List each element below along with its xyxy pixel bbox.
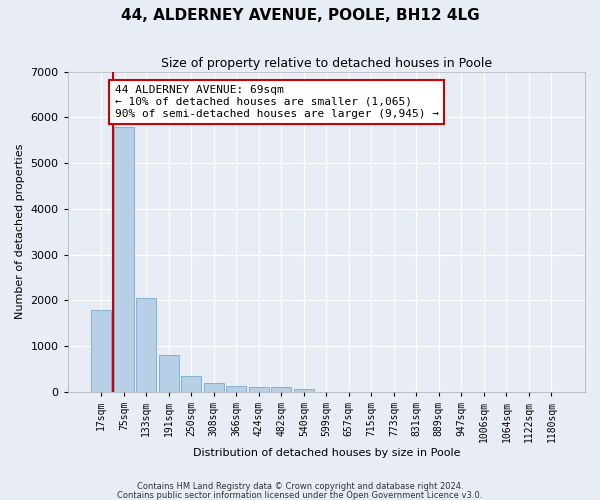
Text: 44, ALDERNEY AVENUE, POOLE, BH12 4LG: 44, ALDERNEY AVENUE, POOLE, BH12 4LG	[121, 8, 479, 22]
Bar	[91, 310, 112, 392]
Text: 44 ALDERNEY AVENUE: 69sqm
← 10% of detached houses are smaller (1,065)
90% of se: 44 ALDERNEY AVENUE: 69sqm ← 10% of detac…	[115, 86, 439, 118]
Bar	[181, 376, 202, 392]
Bar	[136, 298, 157, 392]
Bar	[204, 384, 224, 392]
Bar	[226, 386, 247, 392]
Y-axis label: Number of detached properties: Number of detached properties	[15, 144, 25, 320]
Bar	[114, 128, 134, 392]
Title: Size of property relative to detached houses in Poole: Size of property relative to detached ho…	[161, 58, 492, 70]
Text: Contains public sector information licensed under the Open Government Licence v3: Contains public sector information licen…	[118, 490, 482, 500]
Bar	[294, 389, 314, 392]
Bar	[271, 388, 292, 392]
Bar	[249, 387, 269, 392]
Bar	[159, 355, 179, 392]
Text: Contains HM Land Registry data © Crown copyright and database right 2024.: Contains HM Land Registry data © Crown c…	[137, 482, 463, 491]
X-axis label: Distribution of detached houses by size in Poole: Distribution of detached houses by size …	[193, 448, 460, 458]
